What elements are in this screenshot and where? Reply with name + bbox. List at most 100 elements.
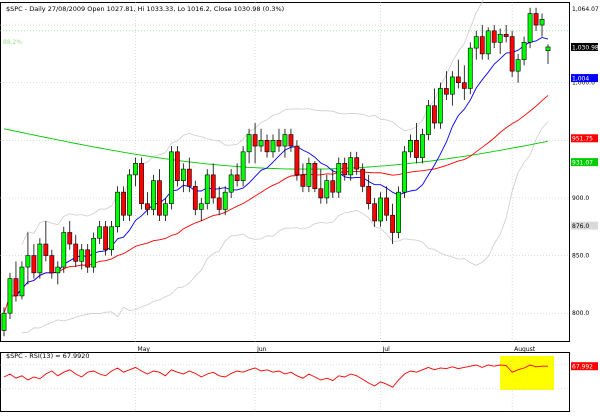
- candle-body: [408, 140, 413, 153]
- candle-body: [545, 46, 551, 51]
- candle-body: [438, 88, 443, 124]
- price-box: [571, 221, 598, 230]
- month-label: Jul: [382, 346, 391, 353]
- candle-body: [467, 47, 473, 89]
- y-tick-label: 850.0: [572, 253, 589, 260]
- candle-body: [37, 243, 43, 274]
- candle-body: [491, 30, 497, 43]
- candle-body: [521, 42, 527, 60]
- candle-body: [145, 203, 150, 210]
- candle-body: [73, 243, 79, 262]
- candle-body: [198, 203, 204, 210]
- price-box-label: 1,064.07: [572, 6, 599, 13]
- price-box-label: 931.07: [572, 159, 593, 166]
- candle-body: [312, 163, 318, 190]
- candle-body: [503, 33, 509, 37]
- rsi-highlight: [500, 356, 554, 390]
- candle-body: [306, 163, 312, 187]
- candle-body: [222, 191, 228, 210]
- candle-body: [264, 140, 270, 153]
- candle-body: [515, 59, 521, 72]
- candle-body: [300, 174, 306, 187]
- y-tick-label: 800.0: [572, 310, 589, 317]
- price-box-label: 876.0: [572, 223, 589, 230]
- candle-body: [384, 197, 389, 216]
- month-label: May: [138, 346, 151, 353]
- rsi-panel: 70.067.992: [0, 352, 598, 412]
- candle-body: [234, 174, 240, 181]
- month-labels: May Jun Jul August: [138, 346, 536, 353]
- candle-body: [91, 237, 97, 268]
- price-box-label: 951.75: [572, 136, 593, 143]
- candle-body: [186, 168, 192, 187]
- main-panel-border: [0, 2, 570, 342]
- candle-body: [115, 191, 120, 228]
- candle-body: [443, 88, 449, 95]
- candle-body: [258, 140, 264, 147]
- y-tick-label: 1,000.0: [572, 80, 595, 87]
- candle-body: [276, 140, 282, 147]
- candle-body: [180, 168, 186, 181]
- price-box: [571, 4, 598, 13]
- price-box-label: 1,030.98: [572, 44, 599, 51]
- candle-body: [372, 203, 378, 222]
- candle-body: [210, 174, 216, 199]
- candle-body: [85, 249, 91, 268]
- candle-body: [390, 214, 395, 233]
- candle-body: [79, 249, 85, 262]
- candle-body: [151, 180, 156, 210]
- candle-body: [527, 13, 533, 43]
- rsi-line: [3, 364, 548, 388]
- candle-body: [31, 255, 37, 274]
- candle-body: [360, 168, 366, 187]
- candle-body: [461, 82, 467, 89]
- price-box: [571, 134, 598, 143]
- month-label: August: [514, 346, 536, 353]
- candle-body: [342, 163, 348, 176]
- candles: [1, 7, 551, 337]
- candle-body: [157, 180, 162, 216]
- candle-body: [533, 13, 539, 26]
- rsi-title: $SPC - RSI(13) = 67.9920: [6, 352, 90, 360]
- price-box-label: 1,004: [572, 75, 589, 82]
- candle-body: [228, 174, 234, 193]
- candle-body: [473, 36, 479, 49]
- candle-body: [19, 266, 25, 297]
- rsi-value-box: [571, 362, 598, 371]
- candle-body: [127, 174, 132, 216]
- bollinger-lower: [21, 121, 549, 334]
- ma-slow-line: [3, 128, 549, 170]
- candle-body: [55, 266, 61, 274]
- fib-label: 88.2%: [3, 39, 22, 46]
- candle-body: [13, 278, 19, 297]
- candle-body: [378, 197, 384, 222]
- candle-body: [354, 157, 360, 170]
- candle-body: [449, 76, 455, 95]
- candle-body: [432, 105, 437, 124]
- candle-body: [509, 36, 515, 72]
- y-tick-label: 900.0: [572, 195, 589, 202]
- candle-body: [402, 151, 407, 193]
- candle-body: [109, 226, 114, 251]
- candle-body: [426, 105, 431, 135]
- candle-body: [43, 243, 49, 256]
- candle-body: [25, 255, 31, 268]
- candle-body: [455, 76, 461, 83]
- candle-body: [216, 197, 222, 210]
- candle-body: [174, 151, 180, 181]
- candle-body: [270, 140, 276, 153]
- candle-body: [49, 255, 55, 274]
- candle-body: [330, 180, 336, 193]
- candle-body: [497, 33, 503, 43]
- candle-body: [294, 145, 300, 176]
- candle-body: [420, 134, 425, 158]
- candle-body: [204, 174, 210, 204]
- candle-body: [485, 30, 491, 55]
- candle-body: [139, 163, 144, 204]
- candle-body: [121, 191, 126, 216]
- candle-body: [252, 134, 258, 147]
- price-axis: 800.0 850.0 900.0 1,000.0 1,064.07 1,030.98 1,…: [571, 4, 599, 317]
- candle-body: [103, 226, 109, 251]
